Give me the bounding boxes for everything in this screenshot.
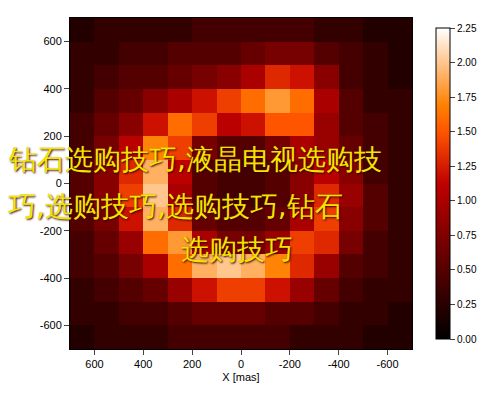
svg-text:1.50: 1.50 [457,126,477,137]
svg-text:2.00: 2.00 [457,57,477,68]
svg-text:巧,选购技巧,选购技巧,钻石: 巧,选购技巧,选购技巧,钻石 [8,190,343,223]
svg-text:600: 600 [85,358,103,370]
svg-text:-600: -600 [377,358,399,370]
svg-text:0.25: 0.25 [457,299,477,310]
svg-text:-600: -600 [40,319,62,331]
svg-text:200: 200 [43,130,61,142]
svg-text:200: 200 [183,358,201,370]
svg-text:-200: -200 [279,358,301,370]
svg-text:1.25: 1.25 [457,161,477,172]
svg-text:0: 0 [56,177,62,189]
svg-text:-400: -400 [328,358,350,370]
svg-text:0.50: 0.50 [457,264,477,275]
svg-text:400: 400 [134,358,152,370]
svg-text:-200: -200 [40,225,62,237]
svg-text:1.00: 1.00 [457,195,477,206]
svg-text:0.75: 0.75 [457,230,477,241]
svg-text:600: 600 [43,35,61,47]
svg-text:2.25: 2.25 [457,23,477,34]
svg-text:-400: -400 [40,272,62,284]
svg-text:0.00: 0.00 [457,334,477,345]
svg-text:钻石选购技巧,液晶电视选购技: 钻石选购技巧,液晶电视选购技 [8,143,382,176]
svg-text:400: 400 [43,83,61,95]
svg-text:选购技巧: 选购技巧 [181,233,293,266]
svg-text:1.75: 1.75 [457,92,477,103]
svg-text:X [mas]: X [mas] [222,371,259,383]
svg-text:0: 0 [238,358,244,370]
